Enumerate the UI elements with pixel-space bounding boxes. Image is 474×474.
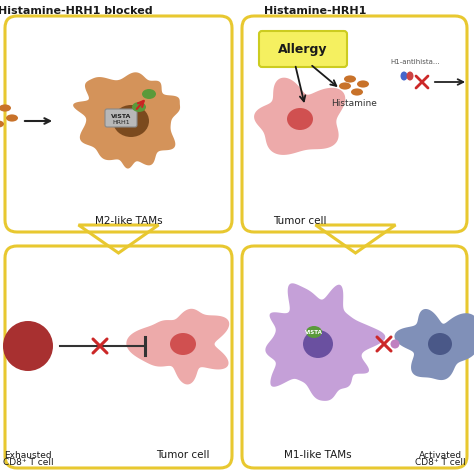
Text: VISTA: VISTA	[305, 329, 323, 335]
Text: Allergy: Allergy	[278, 43, 328, 55]
Text: Histamine: Histamine	[331, 99, 377, 108]
Text: Histamine-HRH1: Histamine-HRH1	[264, 6, 366, 16]
Text: Activated: Activated	[419, 451, 462, 460]
Ellipse shape	[0, 120, 4, 128]
Ellipse shape	[339, 82, 351, 90]
Text: Exhausted: Exhausted	[4, 451, 52, 460]
Polygon shape	[254, 78, 345, 155]
Text: M2-like TAMs: M2-like TAMs	[95, 216, 163, 226]
Polygon shape	[394, 309, 474, 380]
Ellipse shape	[401, 72, 408, 81]
Ellipse shape	[428, 333, 452, 355]
Ellipse shape	[357, 81, 369, 88]
Ellipse shape	[306, 326, 322, 338]
Ellipse shape	[6, 114, 18, 122]
Polygon shape	[265, 283, 385, 401]
Ellipse shape	[303, 330, 333, 358]
Text: Histamine-HRH1 blocked: Histamine-HRH1 blocked	[0, 6, 153, 16]
Text: CD8⁺ T cell: CD8⁺ T cell	[3, 458, 53, 467]
Ellipse shape	[113, 105, 149, 137]
FancyBboxPatch shape	[105, 109, 137, 127]
Text: CD8⁺ T cell: CD8⁺ T cell	[415, 458, 465, 467]
Ellipse shape	[344, 75, 356, 82]
Ellipse shape	[0, 104, 11, 111]
Text: HRH1: HRH1	[112, 119, 130, 125]
Ellipse shape	[391, 339, 400, 348]
Ellipse shape	[142, 89, 156, 99]
Text: VISTA: VISTA	[111, 113, 131, 118]
Polygon shape	[127, 309, 229, 384]
Polygon shape	[73, 73, 180, 169]
Text: H1-antihista...: H1-antihista...	[390, 59, 440, 65]
Ellipse shape	[407, 72, 413, 81]
Ellipse shape	[170, 333, 196, 355]
Text: M1-like TAMs: M1-like TAMs	[284, 450, 352, 460]
Ellipse shape	[3, 321, 53, 371]
Text: Tumor cell: Tumor cell	[273, 216, 327, 226]
Ellipse shape	[351, 88, 363, 96]
Text: Tumor cell: Tumor cell	[156, 450, 210, 460]
Ellipse shape	[132, 102, 146, 112]
FancyBboxPatch shape	[259, 31, 347, 67]
Ellipse shape	[287, 108, 313, 130]
